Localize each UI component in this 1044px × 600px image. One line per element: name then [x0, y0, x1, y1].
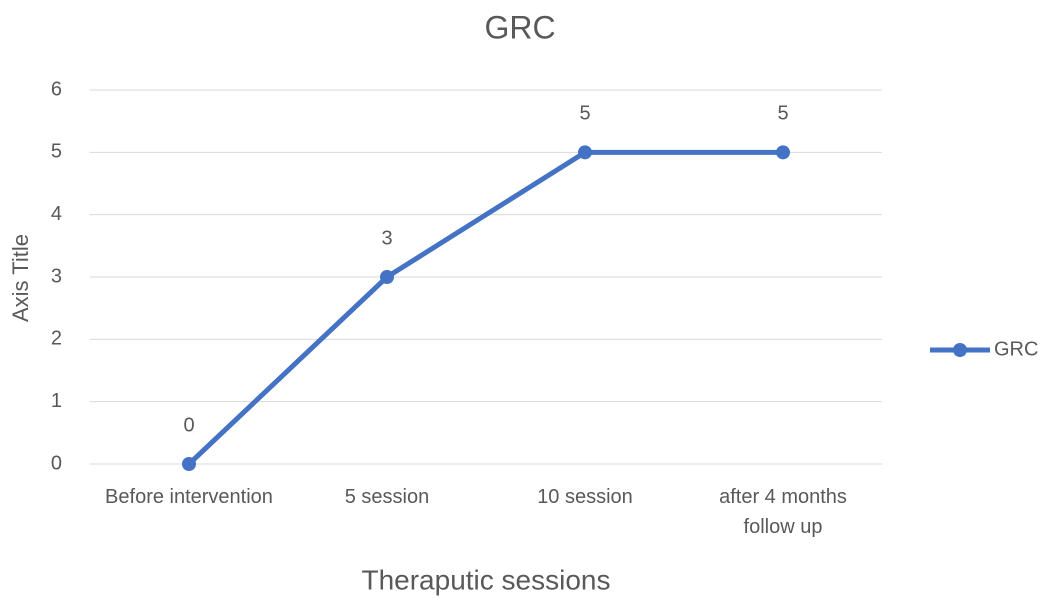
y-tick-label: 1 [51, 390, 62, 412]
y-axis-title: Axis Title [8, 234, 33, 322]
data-label: 3 [381, 227, 392, 249]
data-label: 0 [183, 414, 194, 436]
data-label: 5 [777, 103, 788, 125]
chart-title: GRC [484, 9, 555, 45]
y-tick-label: 5 [51, 141, 62, 163]
y-tick-label: 2 [51, 328, 62, 350]
y-tick-label: 4 [51, 203, 62, 225]
y-tick-label: 0 [51, 452, 62, 474]
x-tick-label: 10 session [537, 486, 633, 508]
data-point [578, 145, 592, 160]
y-tick-label: 3 [51, 265, 62, 287]
data-point [182, 457, 196, 471]
y-tick-label: 6 [51, 78, 62, 100]
series-line [187, 149, 783, 466]
legend-marker [953, 343, 967, 357]
data-label: 5 [579, 103, 590, 125]
data-point [380, 270, 394, 284]
legend-label: GRC [994, 338, 1038, 360]
x-tick-label: Before intervention [105, 486, 273, 508]
x-tick-label: after 4 months follow up [719, 486, 847, 538]
data-point [776, 145, 790, 160]
x-tick-label: 5 session [344, 486, 430, 508]
x-axis-title: Theraputic sessions [361, 564, 610, 595]
